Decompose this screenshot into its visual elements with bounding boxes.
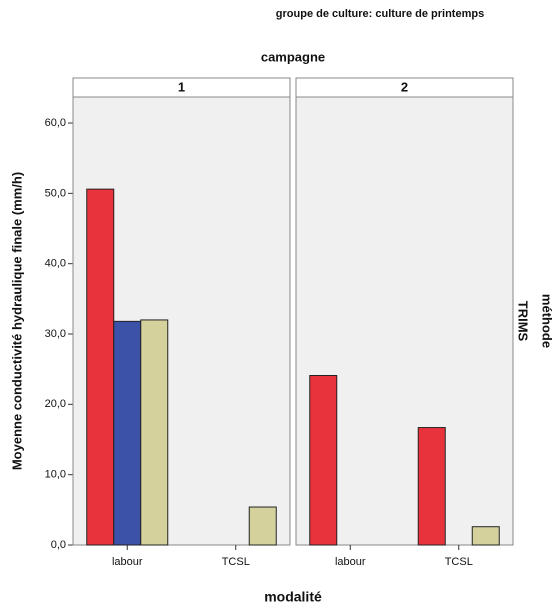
x-tick-label: TCSL <box>222 556 250 568</box>
bar <box>140 319 169 546</box>
x-tick-label: TCSL <box>445 556 473 568</box>
x-axis-title: modalité <box>264 589 322 605</box>
bar <box>113 320 142 546</box>
row-label: TRIMS <box>516 301 531 342</box>
y-tick-label: 20,0 <box>45 398 66 410</box>
bar <box>248 506 277 546</box>
x-tick-label: labour <box>335 556 366 568</box>
panel-title: 2 <box>401 79 408 94</box>
y-tick-label: 0,0 <box>51 539 66 551</box>
bar <box>309 375 338 546</box>
chart-title: groupe de culture: culture de printemps <box>276 8 484 20</box>
bar <box>417 427 446 546</box>
y-tick-label: 10,0 <box>45 469 66 481</box>
facet-title: campagne <box>261 49 325 64</box>
row-facet-title: méthode <box>540 294 555 348</box>
y-tick-label: 60,0 <box>45 117 66 129</box>
y-tick-label: 40,0 <box>45 258 66 270</box>
y-tick-label: 50,0 <box>45 187 66 199</box>
bar <box>471 526 500 546</box>
panel-title: 1 <box>178 79 185 94</box>
y-axis-title: Moyenne conductivité hydraulique finale … <box>9 172 24 470</box>
y-tick-label: 30,0 <box>45 328 66 340</box>
x-tick-label: labour <box>112 556 143 568</box>
bar <box>86 188 115 546</box>
